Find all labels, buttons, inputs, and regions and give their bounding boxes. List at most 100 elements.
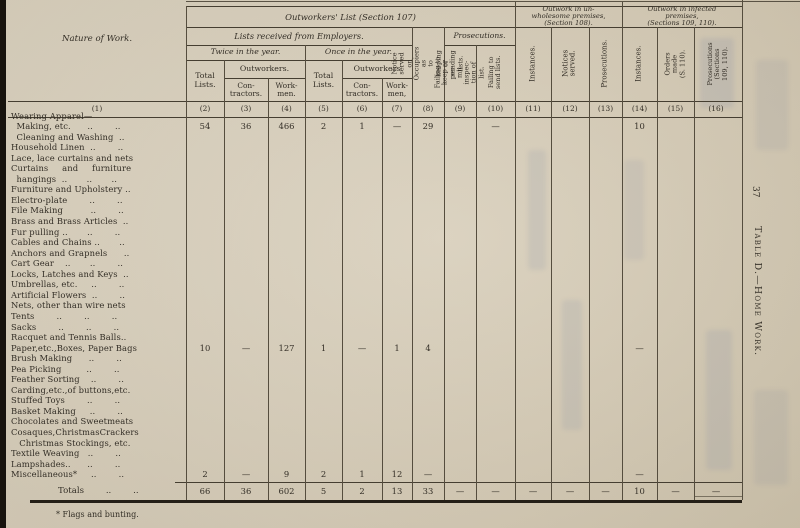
totals-cell: — (455, 486, 465, 496)
rule (551, 27, 552, 500)
column-title-workmen-twice: Work- men. (275, 81, 298, 98)
column-number: (5) (318, 104, 329, 113)
subheader-once-year: Once in the year. (324, 47, 393, 57)
row-label: Cleaning and Washing .. (11, 131, 125, 142)
row-label: Cart Gear .. .. .. (11, 258, 124, 269)
row-label: Umbrellas, etc. .. .. (11, 279, 125, 290)
column-number: (4) (281, 104, 292, 113)
table-cell: 1 (359, 121, 365, 132)
column-title-prosecutions-108: Prosecutions. (600, 39, 609, 88)
rule (382, 78, 383, 500)
totals-cell: — (528, 486, 538, 496)
ink-showthrough (562, 300, 582, 430)
ink-showthrough (624, 160, 644, 260)
rule (186, 6, 187, 500)
row-label: Wearing Apparel— (11, 110, 93, 121)
totals-label: Totals .. .. (58, 486, 139, 496)
section-title-outworkers-list: Outworkers' List (Section 107) (285, 11, 416, 22)
row-label: Paper,etc.,Boxes, Paper Bags (11, 342, 137, 353)
column-title-orders-made: Orders made (S. 110). (663, 49, 687, 78)
table-cell: 36 (240, 121, 252, 132)
column-title-workmen-once: Work- men, (386, 81, 408, 98)
row-label: Tents .. .. .. (11, 310, 118, 321)
row-label: Nets, other than wire nets (11, 300, 126, 311)
column-title-contractors-twice: Con- tractors. (229, 81, 263, 98)
column-number: (8) (422, 104, 434, 113)
rule (742, 0, 743, 500)
table-cell: 4 (425, 342, 431, 353)
row-label: Feather Sorting .. .. (11, 374, 124, 385)
column-number: (15) (667, 104, 684, 113)
row-label: Stuffed Toys .. .. (11, 395, 121, 406)
rule (8, 101, 742, 102)
rule (268, 78, 269, 500)
table-cell: — (357, 342, 367, 353)
table-cell: 1 (320, 342, 327, 353)
column-number: (7) (391, 104, 403, 113)
column-title-contractors-once: Con- tractors. (345, 81, 379, 98)
row-label: Sacks .. .. .. (11, 321, 120, 332)
rule (444, 45, 515, 46)
table-cell: — (392, 121, 402, 132)
scan-edge-left (0, 0, 6, 528)
column-number: (12) (562, 104, 578, 113)
rule (476, 45, 477, 500)
rule (186, 60, 412, 61)
table-cell: 10 (199, 342, 211, 353)
footnote: * Flags and bunting. (56, 510, 139, 519)
rule (224, 78, 305, 79)
row-label: Christmas Stockings, etc. (11, 437, 131, 448)
column-number: (2) (199, 104, 211, 113)
totals-cell: — (711, 486, 721, 496)
ink-showthrough (700, 38, 734, 108)
row-label: Electro-plate .. .. (11, 194, 123, 205)
table-cell: 29 (422, 121, 434, 132)
row-label: Brush Making .. .. (11, 353, 122, 364)
column-number: (13) (597, 104, 614, 113)
table-cell: — (635, 469, 644, 480)
rule (175, 482, 742, 483)
column-title-prosecutions-109-110: Prosecutions (Sections 109, 110). (706, 41, 729, 86)
column-title-failing-send-lists: Failing to send lists. (487, 55, 503, 90)
row-label: Cables and Chains .. .. (11, 237, 125, 248)
column-number: (3) (240, 104, 252, 113)
paper-background (6, 0, 800, 528)
totals-cell: 2 (359, 486, 365, 496)
table-cell: — (635, 342, 644, 353)
table-cell: 9 (283, 469, 290, 480)
rule (694, 496, 742, 497)
totals-cell: 602 (278, 486, 295, 496)
row-label: Anchors and Grapnels .. (11, 247, 130, 258)
table-cell: — (423, 469, 433, 480)
rule (305, 45, 306, 500)
page-number: 37 (750, 186, 760, 198)
table-cell: 466 (278, 121, 295, 132)
row-label: Lace, lace curtains and nets (11, 152, 134, 163)
column-title-nature-of-work: Nature of Work. (61, 33, 133, 44)
column-title-total-lists-twice: Total Lists. (194, 71, 216, 89)
row-label: Textile Weaving .. .. (11, 448, 121, 459)
table-cell: 54 (199, 121, 211, 132)
row-label: Chocolates and Sweetmeats (11, 416, 134, 427)
rule (444, 27, 445, 500)
subheader-prosecutions: Prosecutions. (453, 30, 506, 40)
row-label: Cosaques,ChristmasCrackers (11, 427, 139, 437)
table-cell: 2 (320, 121, 327, 132)
rule (694, 27, 695, 500)
rule (186, 1, 800, 2)
column-group-outworkers-once: Outworkers (353, 64, 401, 74)
totals-cell: 13 (391, 486, 403, 496)
row-label: Brass and Brass Articles .. (11, 216, 129, 226)
totals-cell: 66 (199, 486, 211, 496)
row-label: Curtains and furniture (11, 163, 132, 174)
rule (186, 45, 412, 46)
row-label: Household Linen .. .. (11, 142, 124, 153)
row-label: Making, etc. .. .. (11, 121, 121, 132)
rule (342, 78, 412, 79)
row-label: Miscellaneous* .. .. (11, 469, 125, 480)
table-cell: 12 (391, 469, 403, 480)
totals-cell: 33 (422, 486, 434, 496)
table-cell: 10 (634, 121, 645, 132)
column-title-total-lists-once: Total Lists. (312, 71, 335, 89)
row-label: Furniture and Upholstery .. (11, 184, 131, 195)
